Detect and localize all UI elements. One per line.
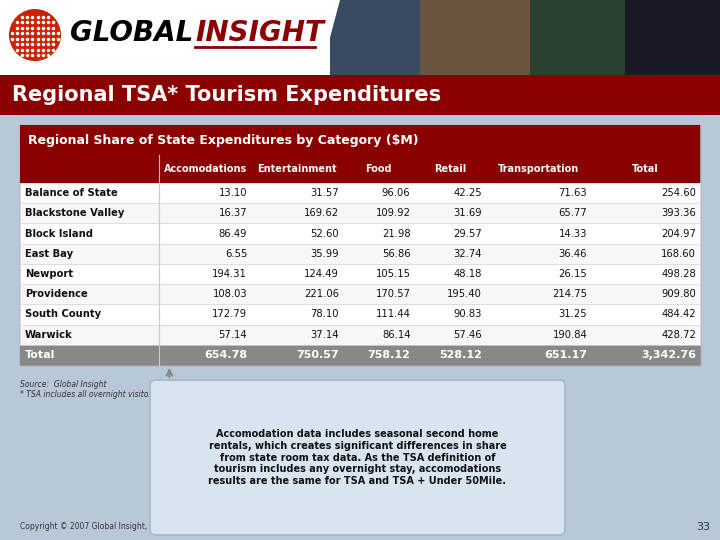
Text: Food: Food [366, 164, 392, 174]
FancyBboxPatch shape [150, 380, 565, 535]
Text: 26.15: 26.15 [559, 269, 588, 279]
Text: 498.28: 498.28 [661, 269, 696, 279]
Text: 65.77: 65.77 [559, 208, 588, 218]
Bar [20, 305, 700, 325]
Text: 71.63: 71.63 [559, 188, 588, 198]
Text: Regional TSA* Tourism Expenditures: Regional TSA* Tourism Expenditures [12, 85, 441, 105]
Text: 31.69: 31.69 [453, 208, 482, 218]
Text: 16.37: 16.37 [219, 208, 247, 218]
Text: 190.84: 190.84 [552, 330, 588, 340]
Text: 221.06: 221.06 [304, 289, 339, 299]
Text: 750.57: 750.57 [297, 350, 339, 360]
Text: East Bay: East Bay [25, 249, 73, 259]
Text: 654.78: 654.78 [204, 350, 247, 360]
Text: 758.12: 758.12 [367, 350, 410, 360]
Text: 204.97: 204.97 [661, 228, 696, 239]
Text: 31.57: 31.57 [310, 188, 339, 198]
Text: 29.57: 29.57 [453, 228, 482, 239]
Bar [20, 125, 700, 365]
Text: Accomodations: Accomodations [163, 164, 247, 174]
Text: 57.46: 57.46 [453, 330, 482, 340]
Bar [20, 345, 700, 365]
Text: 96.06: 96.06 [382, 188, 410, 198]
Text: GLOBAL: GLOBAL [70, 19, 193, 47]
Bar [420, 0, 530, 75]
Text: 31.25: 31.25 [559, 309, 588, 320]
Text: Accomodation data includes seasonal second home
rentals, which creates significa: Accomodation data includes seasonal seco… [209, 429, 506, 485]
Text: Retail: Retail [434, 164, 467, 174]
Bar [20, 325, 700, 345]
Text: 909.80: 909.80 [661, 289, 696, 299]
Text: Regional Share of State Expenditures by Category ($M): Regional Share of State Expenditures by … [28, 133, 418, 146]
Text: 168.60: 168.60 [661, 249, 696, 259]
Text: 214.75: 214.75 [552, 289, 588, 299]
Polygon shape [310, 0, 340, 75]
Text: 48.18: 48.18 [454, 269, 482, 279]
Text: Newport: Newport [25, 269, 73, 279]
Text: 3,342.76: 3,342.76 [641, 350, 696, 360]
Text: Transportation: Transportation [498, 164, 579, 174]
Text: 13.10: 13.10 [219, 188, 247, 198]
Bar [625, 0, 720, 75]
Text: 428.72: 428.72 [661, 330, 696, 340]
Text: 111.44: 111.44 [376, 309, 410, 320]
Text: 169.62: 169.62 [304, 208, 339, 218]
Text: 651.17: 651.17 [544, 350, 588, 360]
Bar [20, 224, 700, 244]
Text: 21.98: 21.98 [382, 228, 410, 239]
Bar [20, 125, 700, 155]
Text: 6.55: 6.55 [225, 249, 247, 259]
Text: 37.14: 37.14 [310, 330, 339, 340]
Bar [20, 203, 700, 224]
Bar [530, 0, 625, 75]
Text: Balance of State: Balance of State [25, 188, 118, 198]
Text: 56.86: 56.86 [382, 249, 410, 259]
Text: 170.57: 170.57 [375, 289, 410, 299]
Text: Block Island: Block Island [25, 228, 93, 239]
Text: Total: Total [632, 164, 659, 174]
Text: 35.99: 35.99 [310, 249, 339, 259]
Text: 124.49: 124.49 [304, 269, 339, 279]
Text: 33: 33 [696, 522, 710, 532]
Text: Total: Total [25, 350, 55, 360]
Text: 528.12: 528.12 [439, 350, 482, 360]
Text: 78.10: 78.10 [310, 309, 339, 320]
Bar [0, 0, 330, 75]
Text: Copyright © 2007 Global Insight, Inc.: Copyright © 2007 Global Insight, Inc. [20, 522, 163, 531]
Text: 32.74: 32.74 [454, 249, 482, 259]
Text: 36.46: 36.46 [559, 249, 588, 259]
Bar [20, 155, 700, 183]
Bar [20, 244, 700, 264]
Circle shape [9, 9, 61, 61]
Text: Warwick: Warwick [25, 330, 73, 340]
Bar [20, 183, 700, 203]
Text: Providence: Providence [25, 289, 88, 299]
Text: 57.14: 57.14 [219, 330, 247, 340]
Text: 90.83: 90.83 [454, 309, 482, 320]
Text: 109.92: 109.92 [375, 208, 410, 218]
Bar [330, 0, 420, 75]
Text: 42.25: 42.25 [453, 188, 482, 198]
Text: 194.31: 194.31 [212, 269, 247, 279]
Text: Blackstone Valley: Blackstone Valley [25, 208, 125, 218]
Text: 86.49: 86.49 [219, 228, 247, 239]
Text: 393.36: 393.36 [661, 208, 696, 218]
Text: South County: South County [25, 309, 101, 320]
Text: INSIGHT: INSIGHT [195, 19, 324, 47]
Text: 172.79: 172.79 [212, 309, 247, 320]
Text: 86.14: 86.14 [382, 330, 410, 340]
Bar [20, 264, 700, 284]
Text: Source:  Global Insight
* TSA includes all overnight visitors and those travelin: Source: Global Insight * TSA includes al… [20, 380, 352, 400]
Text: 52.60: 52.60 [310, 228, 339, 239]
Text: Entertainment: Entertainment [257, 164, 337, 174]
Text: 254.60: 254.60 [661, 188, 696, 198]
Text: 105.15: 105.15 [375, 269, 410, 279]
Bar [20, 284, 700, 305]
Text: 484.42: 484.42 [662, 309, 696, 320]
Text: 195.40: 195.40 [447, 289, 482, 299]
Text: 14.33: 14.33 [559, 228, 588, 239]
Text: 108.03: 108.03 [212, 289, 247, 299]
